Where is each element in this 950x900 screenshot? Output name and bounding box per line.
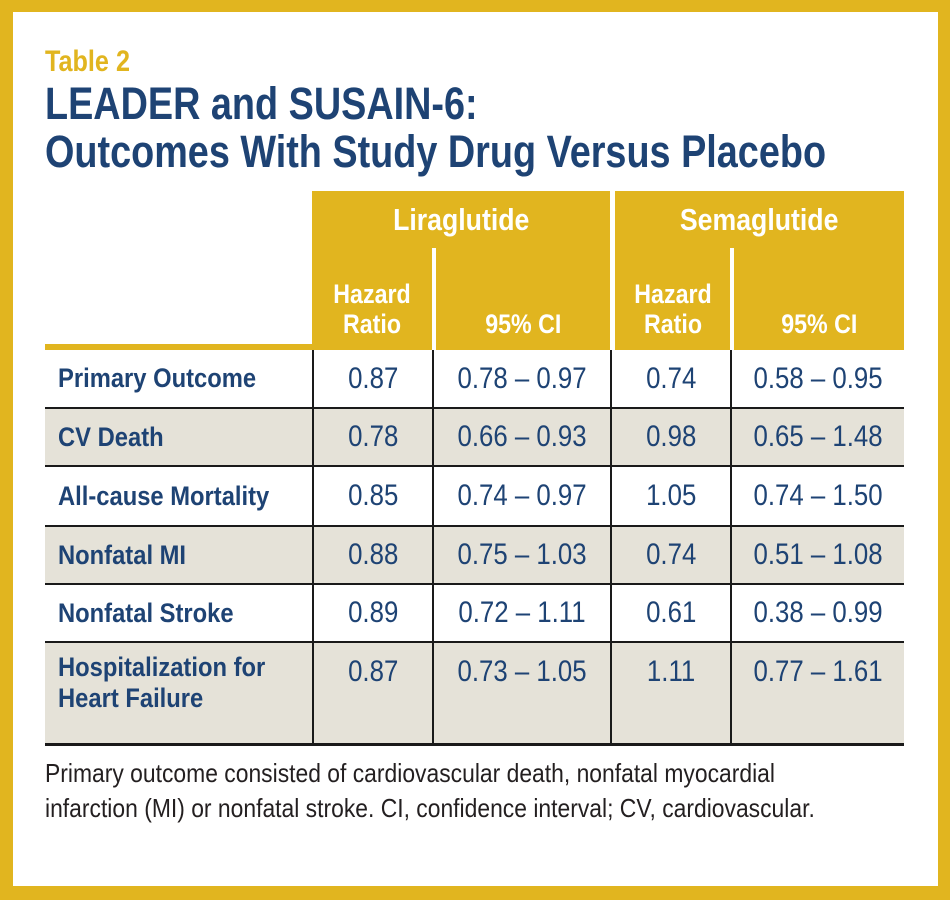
gold-border-top <box>0 0 950 12</box>
gold-rule <box>45 344 312 350</box>
hazard-ratio-value: 0.74 <box>610 525 730 583</box>
group-label: Liraglutide <box>392 201 530 237</box>
row-label: Nonfatal Stroke <box>45 583 312 641</box>
row-label: Hospitalization for Heart Failure <box>45 641 312 746</box>
ci-value: 0.38 – 0.99 <box>730 583 904 641</box>
ci-value: 0.72 – 1.11 <box>432 583 610 641</box>
hazard-ratio-value: 0.78 <box>312 407 432 465</box>
figure-content: Table 2 LEADER and SUSAIN-6: Outcomes Wi… <box>45 44 905 826</box>
group-header-liraglutide: Liraglutide Hazard Ratio 95% CI <box>312 191 610 350</box>
table-footnote: Primary outcome consisted of cardiovascu… <box>45 756 905 826</box>
ci-value: 0.74 – 1.50 <box>730 465 904 525</box>
hazard-ratio-value: 0.87 <box>312 350 432 407</box>
gold-border-bottom <box>0 886 950 900</box>
group-label: Semaglutide <box>680 201 839 237</box>
ci-value: 0.65 – 1.48 <box>730 407 904 465</box>
ci-value: 0.74 – 0.97 <box>432 465 610 525</box>
hazard-ratio-value: 0.74 <box>610 350 730 407</box>
ci-value: 0.78 – 0.97 <box>432 350 610 407</box>
hazard-ratio-value: 0.85 <box>312 465 432 525</box>
hazard-ratio-value: 0.61 <box>610 583 730 641</box>
row-label: Nonfatal MI <box>45 525 312 583</box>
subheader-95ci: 95% CI <box>432 248 610 350</box>
figure-title-line2: Outcomes With Study Drug Versus Placebo <box>45 126 827 177</box>
hazard-ratio-value: 1.11 <box>610 641 730 746</box>
ci-value: 0.77 – 1.61 <box>730 641 904 746</box>
table-number-label: Table 2 <box>45 45 130 78</box>
header-corner-cell <box>45 191 312 350</box>
gold-border-left <box>0 0 13 900</box>
subheader-95ci: 95% CI <box>730 248 904 350</box>
hazard-ratio-value: 0.88 <box>312 525 432 583</box>
figure-title-line1: LEADER and SUSAIN-6: <box>45 78 478 129</box>
subheader-row-semaglutide: Hazard Ratio 95% CI <box>615 248 904 350</box>
ci-value: 0.75 – 1.03 <box>432 525 610 583</box>
ci-value: 0.51 – 1.08 <box>730 525 904 583</box>
row-label: All-cause Mortality <box>45 465 312 525</box>
hazard-ratio-value: 0.89 <box>312 583 432 641</box>
table-body: Primary Outcome 0.87 0.78 – 0.97 0.74 0.… <box>45 350 904 746</box>
hazard-ratio-value: 0.98 <box>610 407 730 465</box>
row-label: CV Death <box>45 407 312 465</box>
hazard-ratio-value: 0.87 <box>312 641 432 746</box>
row-label: Primary Outcome <box>45 350 312 407</box>
subheader-hazard-ratio: Hazard Ratio <box>633 279 712 339</box>
group-header-semaglutide: Semaglutide Hazard Ratio 95% CI <box>610 191 904 350</box>
hazard-ratio-value: 1.05 <box>610 465 730 525</box>
subheader-row-liraglutide: Hazard Ratio 95% CI <box>312 248 610 350</box>
table-header: Liraglutide Hazard Ratio 95% CI Semaglut… <box>45 191 904 350</box>
outcomes-table: Liraglutide Hazard Ratio 95% CI Semaglut… <box>45 191 904 746</box>
subheader-hazard-ratio: Hazard Ratio <box>333 279 411 339</box>
ci-value: 0.58 – 0.95 <box>730 350 904 407</box>
gold-border-right <box>938 0 950 900</box>
ci-value: 0.73 – 1.05 <box>432 641 610 746</box>
footnote-line2: infarction (MI) or nonfatal stroke. CI, … <box>45 793 815 823</box>
ci-value: 0.66 – 0.93 <box>432 407 610 465</box>
footnote-line1: Primary outcome consisted of cardiovascu… <box>45 758 775 788</box>
